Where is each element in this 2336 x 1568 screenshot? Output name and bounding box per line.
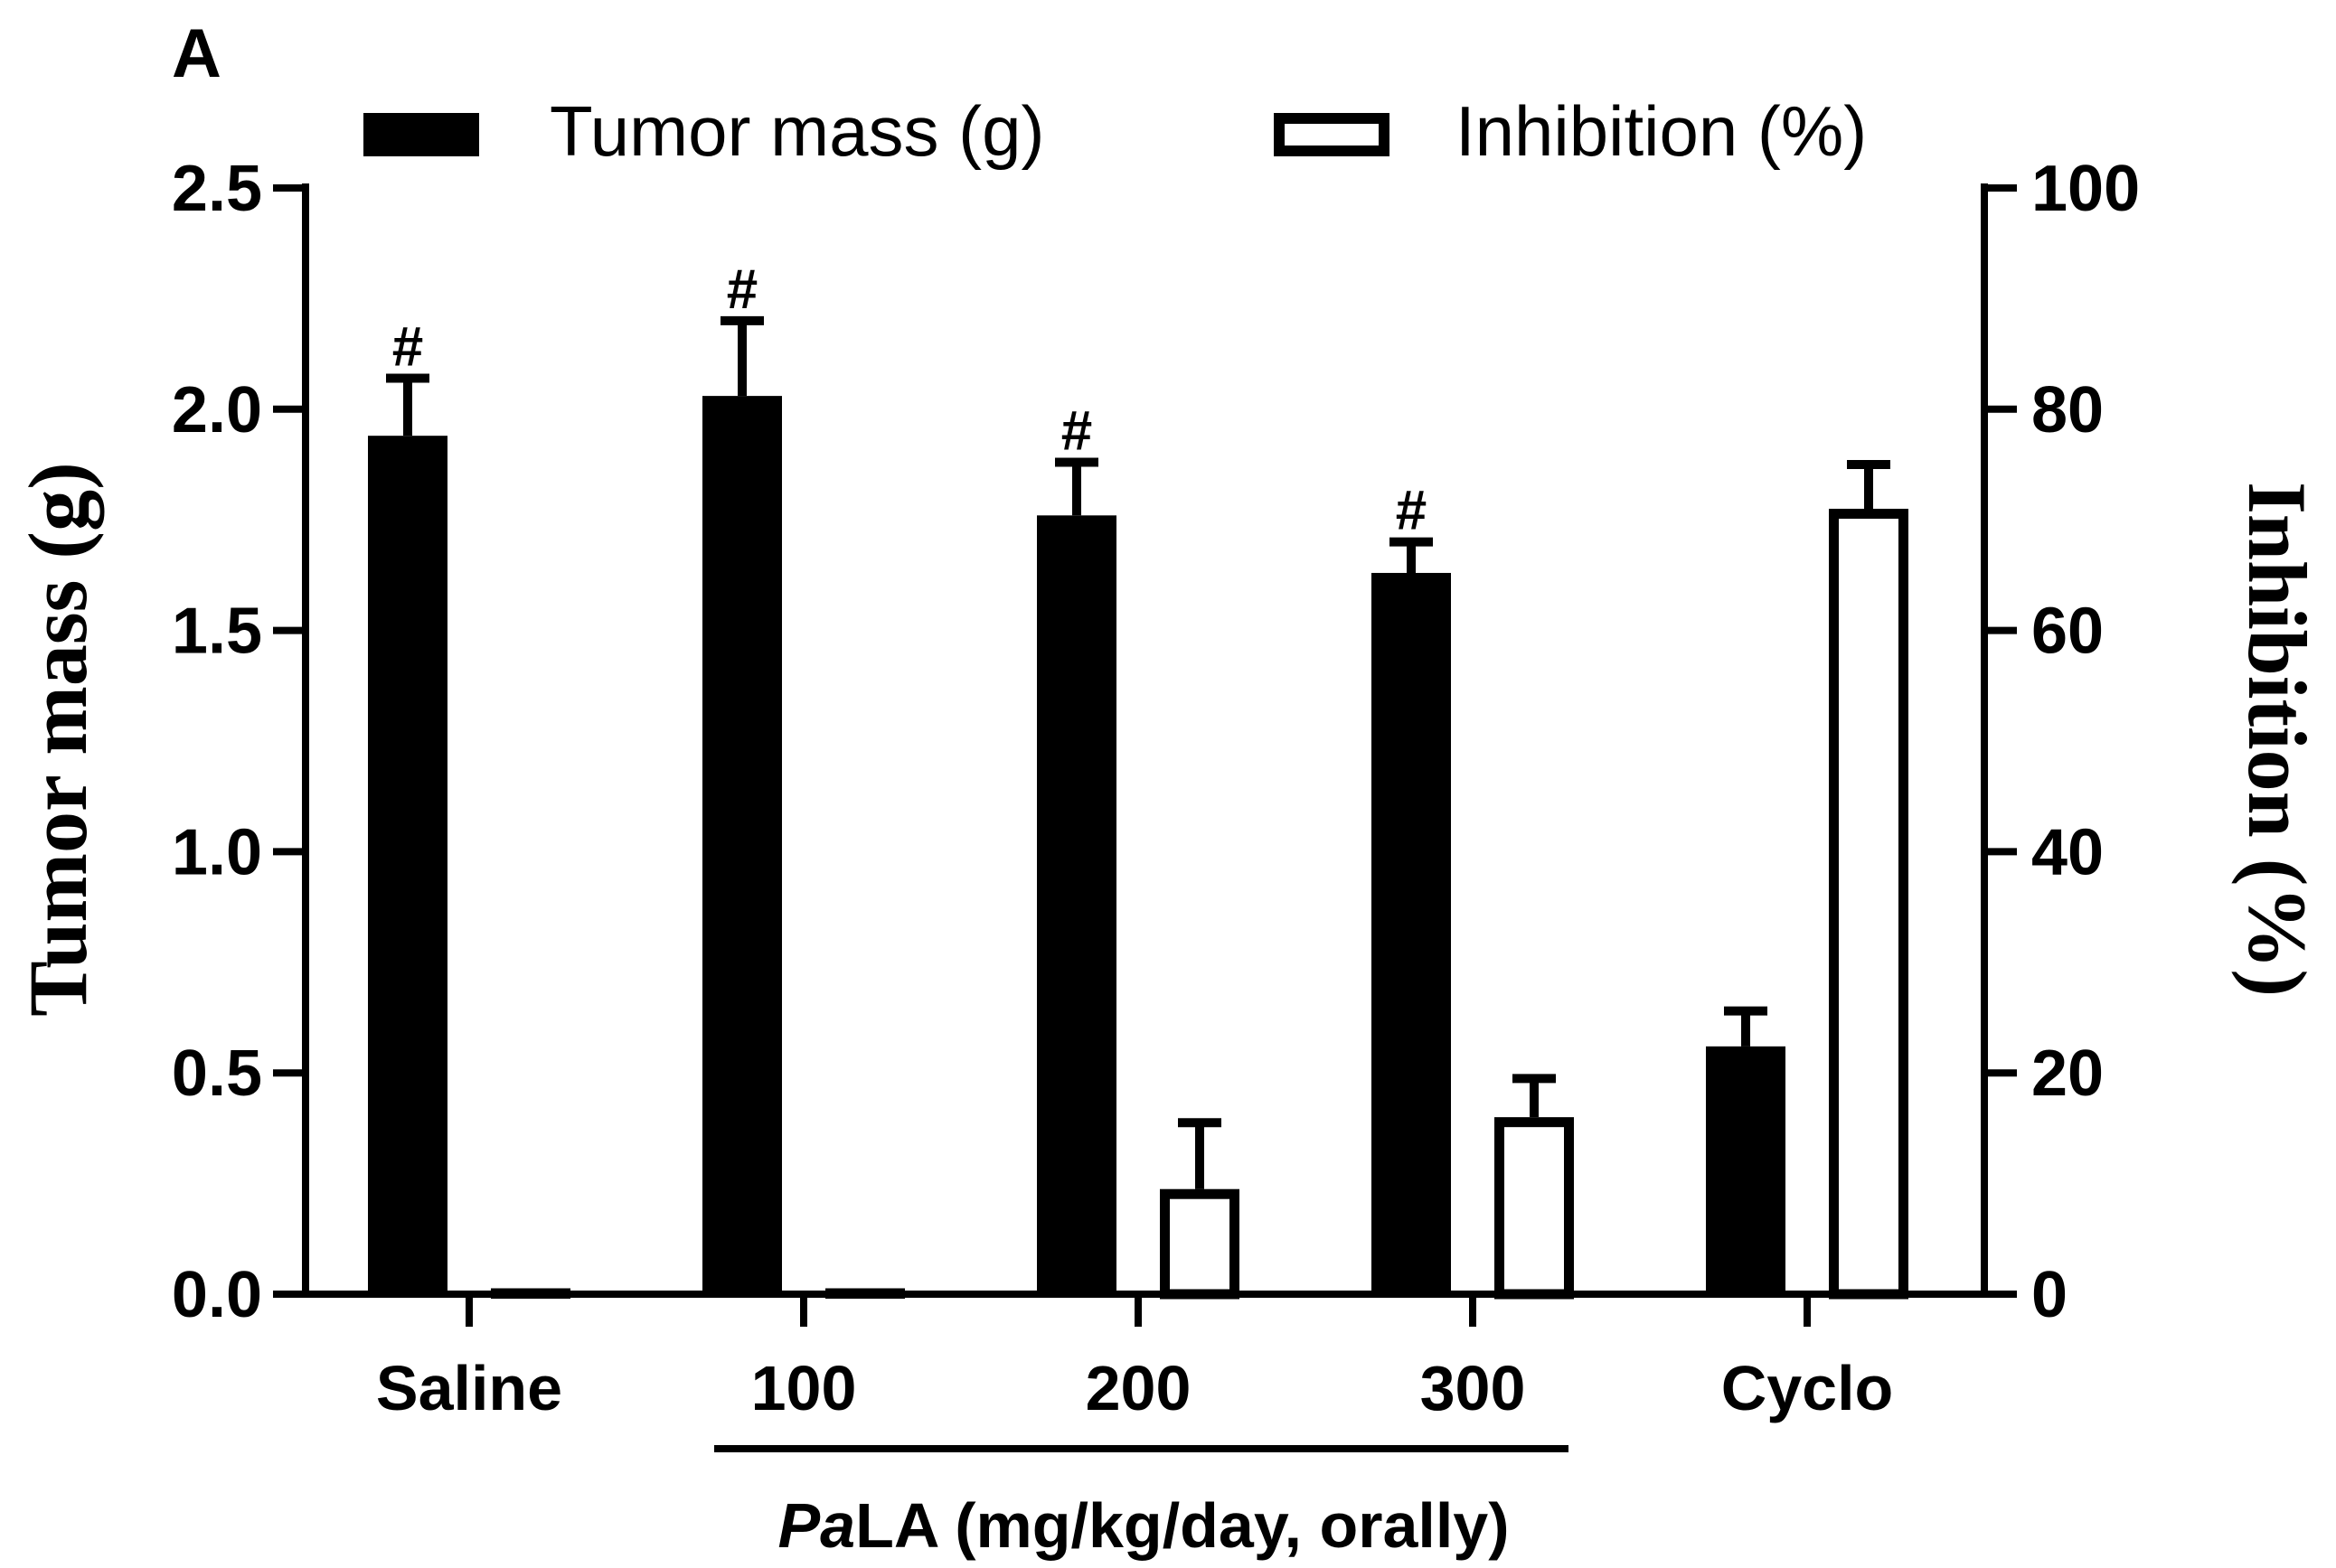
significance-marker: # [392,316,423,379]
legend-label-tumor-mass: Tumor mass (g) [550,91,1045,171]
group-label-suffix: LA (mg/kg/day, orally) [855,1490,1509,1561]
y-right-tick-label: 20 [2031,1038,2104,1110]
x-axis-ticks: Saline 100 200 300 Cyclo [376,1294,1893,1423]
x-tick-label: Saline [376,1353,562,1423]
group-label: PaLA (mg/kg/day, orally) [777,1490,1509,1561]
y-left-tick-label: 1.5 [172,596,262,668]
y-right-tick-label: 100 [2031,153,2140,225]
legend-label-inhibition: Inhibition (%) [1455,91,1867,171]
legend-swatch-tumor-mass [363,113,479,156]
x-tick-label: 300 [1420,1353,1526,1423]
y-left-tick-label: 1.0 [172,816,262,888]
significance-marker: # [727,258,758,321]
group-label-prefix: Pa [777,1490,855,1561]
y-left-tick-label: 2.0 [172,374,262,446]
significance-marker: # [1396,480,1427,542]
bar-tumor-mass [1706,1046,1785,1294]
bar-inhibition [1494,1117,1574,1300]
y-right-tick-label: 60 [2031,596,2104,668]
bar-inhibition [1829,508,1908,1300]
bars: # # # # [368,258,1908,1300]
y-axis-right-label: Inhibition (%) [2231,482,2323,997]
y-left-tick-label: 0.0 [172,1259,262,1331]
x-tick-label: 200 [1086,1353,1192,1423]
legend-swatch-inhibition [1274,113,1389,156]
y-right-tick-label: 40 [2031,816,2104,888]
bar-inhibition [1160,1188,1239,1300]
bar-tumor-mass [368,436,447,1294]
y-axis-left-label: Tumor mass (g) [12,462,104,1016]
x-tick-label: 100 [751,1353,857,1423]
bar-tumor-mass [702,396,782,1294]
x-tick-label: Cyclo [1721,1353,1894,1423]
y-right-tick-label: 80 [2031,374,2104,446]
y-right-tick-label: 0 [2031,1259,2068,1331]
panel-label: A [172,15,221,92]
bar-tumor-mass [1037,515,1116,1294]
y-left-tick-label: 2.5 [172,153,262,225]
y-axis-right-ticks: 0 20 40 60 80 100 [1984,153,2140,1331]
bar-inhibition [491,1288,570,1299]
bar-tumor-mass [1371,572,1451,1294]
legend: Tumor mass (g) Inhibition (%) [363,91,1867,171]
bar-inhibition [825,1288,905,1299]
significance-marker: # [1061,400,1092,463]
y-axis-left-ticks: 0.0 0.5 1.0 1.5 2.0 2.5 [172,153,306,1331]
y-left-tick-label: 0.5 [172,1038,262,1110]
